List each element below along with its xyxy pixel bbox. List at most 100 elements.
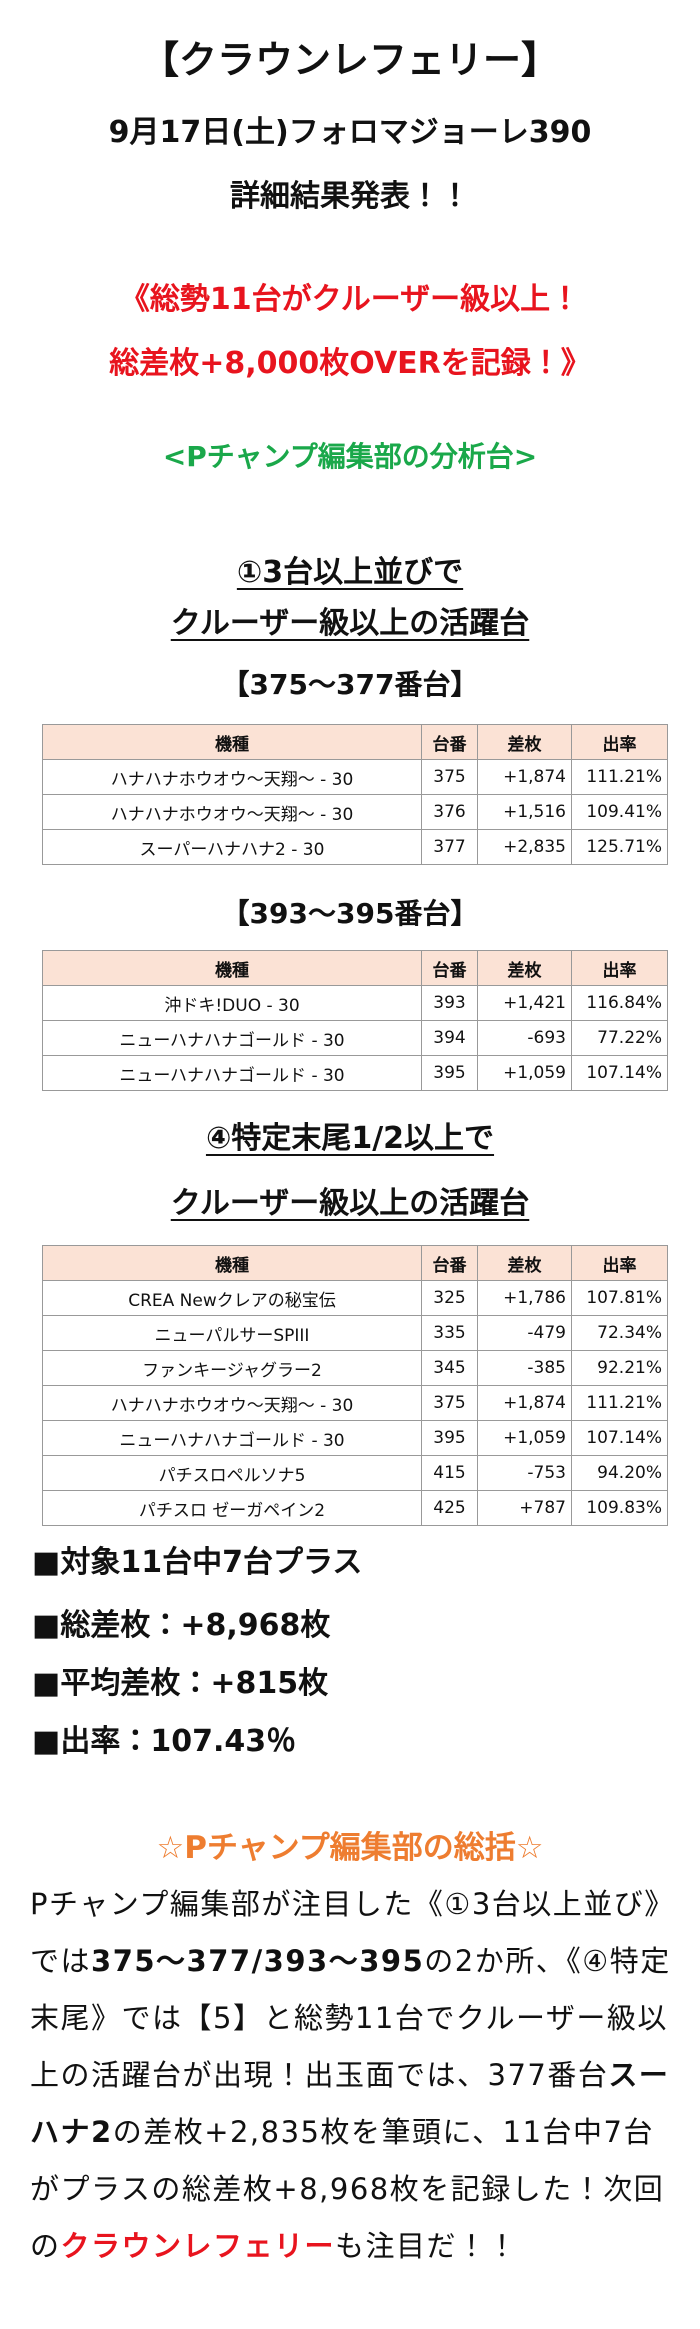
table-cell: ニューハナハナゴールド - 30 — [42, 1020, 422, 1056]
table-cell: 395 — [421, 1055, 478, 1091]
text-segment: も注目だ！！ — [335, 2229, 519, 2263]
table-cell: +1,059 — [477, 1420, 572, 1456]
table-caption: 【393〜395番台】 — [221, 897, 479, 930]
table-cell: +2,835 — [477, 829, 572, 865]
section-label: <Pチャンプ編集部の分析台> — [162, 440, 538, 473]
table-cell: パチスロペルソナ5 — [42, 1455, 422, 1491]
table-row: CREA Newクレアの秘宝伝 325 +1,786 107.81% — [42, 1280, 668, 1316]
table-row: ハナハナホウオウ〜天翔〜 - 30 376 +1,516 109.41% — [42, 794, 668, 830]
table-cell: 325 — [421, 1280, 478, 1316]
column-header: 差枚 — [477, 724, 572, 760]
table-cell: ニューハナハナゴールド - 30 — [42, 1055, 422, 1091]
table-row: スーパーハナハナ2 - 30 377 +2,835 125.71% — [42, 829, 668, 865]
heading-text: クルーザー級以上の活躍台 — [170, 1186, 530, 1221]
table-cell: -753 — [477, 1455, 572, 1491]
header-row: 機種 台番 差枚 出率 — [42, 950, 668, 986]
column-header: 出率 — [571, 724, 668, 760]
heading-text: ④特定末尾1/2以上で — [205, 1121, 495, 1156]
table-cell: +1,421 — [477, 985, 572, 1021]
table-cell: +1,874 — [477, 1385, 572, 1421]
table-cell: 111.21% — [571, 1385, 668, 1421]
column-header: 機種 — [42, 1245, 422, 1281]
heading-text: ①3台以上並びで — [236, 555, 464, 590]
result-table: 機種 台番 差枚 出率 沖ドキ!DUO - 30 393 +1,421 116.84% ニューハ… — [42, 950, 668, 1091]
table-cell: パチスロ ゼーガペイン2 — [42, 1490, 422, 1526]
section-heading: クルーザー級以上の活躍台 — [0, 1179, 700, 1229]
summary-line: ■出率：107.43％ — [32, 1724, 297, 1759]
table-cell: 109.83% — [571, 1490, 668, 1526]
table-row: パチスロペルソナ5 415 -753 94.20% — [42, 1455, 668, 1491]
conclusion-text: Pチャンプ編集部が注目した《①3台以上並び》では375〜377/393〜395の… — [30, 1876, 675, 2275]
table-cell: ファンキージャグラー2 — [42, 1350, 422, 1386]
summary-line: ■平均差枚：+815枚 — [32, 1666, 329, 1701]
column-header: 出率 — [571, 950, 668, 986]
table-cell: ハナハナホウオウ〜天翔〜 - 30 — [42, 759, 422, 795]
table-cell: 72.34% — [571, 1315, 668, 1351]
conclusion-title: ☆Pチャンプ編集部の総括☆ — [156, 1830, 544, 1866]
table-row: ハナハナホウオウ〜天翔〜 - 30 375 +1,874 111.21% — [42, 759, 668, 795]
table-cell: 377 — [421, 829, 478, 865]
section-heading: ④特定末尾1/2以上で — [0, 1114, 700, 1164]
table-cell: 94.20% — [571, 1455, 668, 1491]
announcement: 詳細結果発表！！ — [230, 179, 470, 214]
table-row: 沖ドキ!DUO - 30 393 +1,421 116.84% — [42, 985, 668, 1021]
table-cell: +1,786 — [477, 1280, 572, 1316]
table-cell: -385 — [477, 1350, 572, 1386]
table-cell: 335 — [421, 1315, 478, 1351]
table-row: ファンキージャグラー2 345 -385 92.21% — [42, 1350, 668, 1386]
table-cell: 92.21% — [571, 1350, 668, 1386]
header-row: 機種 台番 差枚 出率 — [42, 1245, 668, 1281]
table-cell: -479 — [477, 1315, 572, 1351]
result-table: 機種 台番 差枚 出率 ハナハナホウオウ〜天翔〜 - 30 375 +1,874 111.21… — [42, 724, 668, 865]
column-header: 台番 — [421, 1245, 478, 1281]
table-row: ニューパルサーSPIII 335 -479 72.34% — [42, 1315, 668, 1351]
result-table: 機種 台番 差枚 出率 CREA Newクレアの秘宝伝 325 +1,786 107.81% ニ… — [42, 1245, 668, 1526]
header-row: 機種 台番 差枚 出率 — [42, 724, 668, 760]
heading-text: クルーザー級以上の活躍台 — [170, 606, 530, 641]
table-row: ハナハナホウオウ〜天翔〜 - 30 375 +1,874 111.21% — [42, 1385, 668, 1421]
text-segment: の2か所、《④特定末尾》では【5】と総勢11台でクルーザー級以上の活躍台が出現！… — [30, 1944, 671, 2092]
table-cell: 107.14% — [571, 1420, 668, 1456]
table-cell: ハナハナホウオウ〜天翔〜 - 30 — [42, 1385, 422, 1421]
table-row: ニューハナハナゴールド - 30 394 -693 77.22% — [42, 1020, 668, 1056]
table-cell: 111.21% — [571, 759, 668, 795]
table-cell: 415 — [421, 1455, 478, 1491]
table-row: ニューハナハナゴールド - 30 395 +1,059 107.14% — [42, 1055, 668, 1091]
table-cell: ニューハナハナゴールド - 30 — [42, 1420, 422, 1456]
table-cell: 394 — [421, 1020, 478, 1056]
section-heading: クルーザー級以上の活躍台 — [0, 599, 700, 649]
table-cell: +1,874 — [477, 759, 572, 795]
column-header: 機種 — [42, 950, 422, 986]
table-cell: 107.14% — [571, 1055, 668, 1091]
table-cell: +1,516 — [477, 794, 572, 830]
table-row: パチスロ ゼーガペイン2 425 +787 109.83% — [42, 1490, 668, 1526]
text-segment: Pチャンプ編集部が注目した《①3台以上並び》では — [30, 1887, 675, 1978]
summary-line: ■対象11台中7台プラス — [32, 1545, 363, 1580]
highlight: 総差枚+8,000枚OVERを記録！》 — [109, 346, 591, 381]
table-cell: 375 — [421, 1385, 478, 1421]
column-header: 出率 — [571, 1245, 668, 1281]
text-segment: クラウンレフェリー — [60, 2229, 336, 2263]
column-header: 差枚 — [477, 1245, 572, 1281]
table-cell: 425 — [421, 1490, 478, 1526]
table-cell: 376 — [421, 794, 478, 830]
table-row: ニューハナハナゴールド - 30 395 +1,059 107.14% — [42, 1420, 668, 1456]
column-header: 台番 — [421, 950, 478, 986]
text-segment: 375〜377/393〜395 — [91, 1944, 425, 1978]
highlight: 《総勢11台がクルーザー級以上！ — [119, 282, 581, 317]
table-caption: 【375〜377番台】 — [221, 668, 479, 701]
column-header: 差枚 — [477, 950, 572, 986]
table-cell: 107.81% — [571, 1280, 668, 1316]
table-cell: 116.84% — [571, 985, 668, 1021]
table-cell: スーパーハナハナ2 - 30 — [42, 829, 422, 865]
table-cell: 345 — [421, 1350, 478, 1386]
table-cell: CREA Newクレアの秘宝伝 — [42, 1280, 422, 1316]
table-cell: 393 — [421, 985, 478, 1021]
table-cell: 375 — [421, 759, 478, 795]
table-cell: ハナハナホウオウ〜天翔〜 - 30 — [42, 794, 422, 830]
table-cell: 395 — [421, 1420, 478, 1456]
table-cell: 125.71% — [571, 829, 668, 865]
column-header: 台番 — [421, 724, 478, 760]
table-cell: +787 — [477, 1490, 572, 1526]
